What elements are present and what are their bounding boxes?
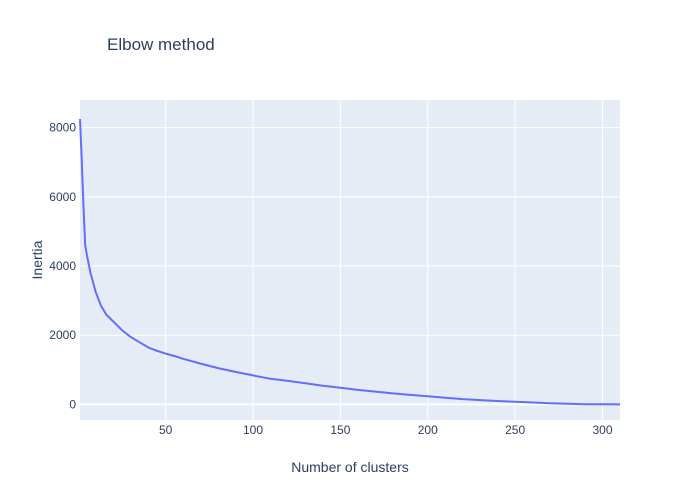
x-tick-label: 250 (505, 423, 525, 437)
x-axis-title: Number of clusters (291, 459, 408, 475)
x-tick-label: 50 (159, 423, 173, 437)
series-line (79, 118, 621, 406)
y-tick-label: 8000 (49, 121, 76, 135)
tick-labels: 50 100 150 200 250 300 0 2000 4000 6000 8000 (49, 121, 613, 437)
y-tick-label: 0 (69, 397, 76, 411)
y-tick-label: 4000 (49, 259, 76, 273)
grid (80, 100, 620, 420)
y-tick-label: 6000 (49, 190, 76, 204)
x-tick-label: 200 (418, 423, 438, 437)
chart-title: Elbow method (107, 35, 215, 54)
series-layer (79, 118, 621, 406)
x-tick-label: 100 (243, 423, 263, 437)
plot-area (80, 100, 620, 420)
y-tick-label: 2000 (49, 328, 76, 342)
y-axis-title: Inertia (29, 240, 45, 279)
x-tick-label: 300 (593, 423, 613, 437)
x-tick-label: 150 (330, 423, 350, 437)
